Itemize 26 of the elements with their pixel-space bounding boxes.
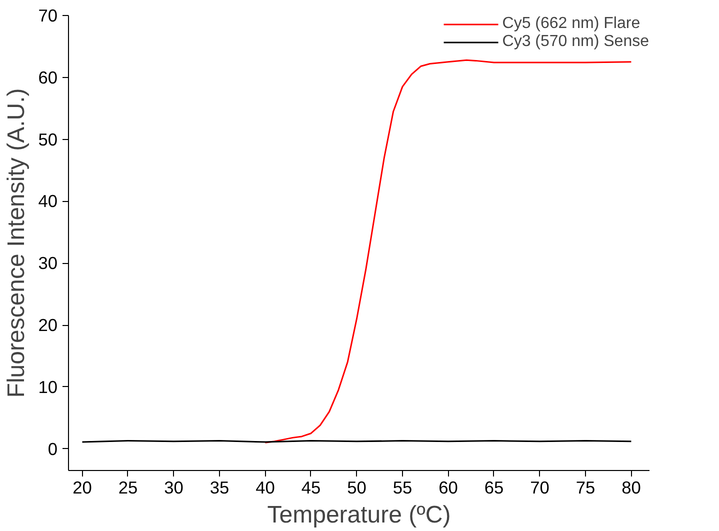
y-tick-label: 50 xyxy=(38,129,58,150)
x-tick-label: 55 xyxy=(392,478,412,498)
y-tick-label: 20 xyxy=(38,315,58,336)
x-tick-label: 75 xyxy=(576,478,596,498)
x-axis-title: Temperature (ºC) xyxy=(267,502,451,528)
x-tick-label: 65 xyxy=(484,478,504,498)
x-tick-label: 70 xyxy=(530,478,550,498)
y-tick-label: 70 xyxy=(38,6,58,26)
x-tick-label: 25 xyxy=(118,478,138,498)
line-series xyxy=(264,59,632,444)
x-tick-label: 50 xyxy=(347,478,366,498)
y-tick-label: 60 xyxy=(38,67,58,88)
x-tick-label: 60 xyxy=(438,478,458,498)
legend-label: Cy5 (662 nm) Flare xyxy=(502,15,640,33)
x-tick-label: 45 xyxy=(301,478,321,498)
y-tick-label: 30 xyxy=(38,253,58,274)
y-axis-title: Fluorescence Intensity (A.U.) xyxy=(3,88,30,398)
x-tick-label: 80 xyxy=(622,478,641,498)
x-tick-label: 40 xyxy=(256,478,275,498)
y-tick-label: 0 xyxy=(48,438,58,459)
x-tick-label: 30 xyxy=(164,478,184,498)
x-tick-label: 35 xyxy=(210,478,230,498)
y-tick-label: 40 xyxy=(38,191,58,212)
y-tick-label: 10 xyxy=(38,376,58,397)
x-tick-label: 20 xyxy=(72,478,92,498)
legend-label: Cy3 (570 nm) Sense xyxy=(502,33,649,51)
